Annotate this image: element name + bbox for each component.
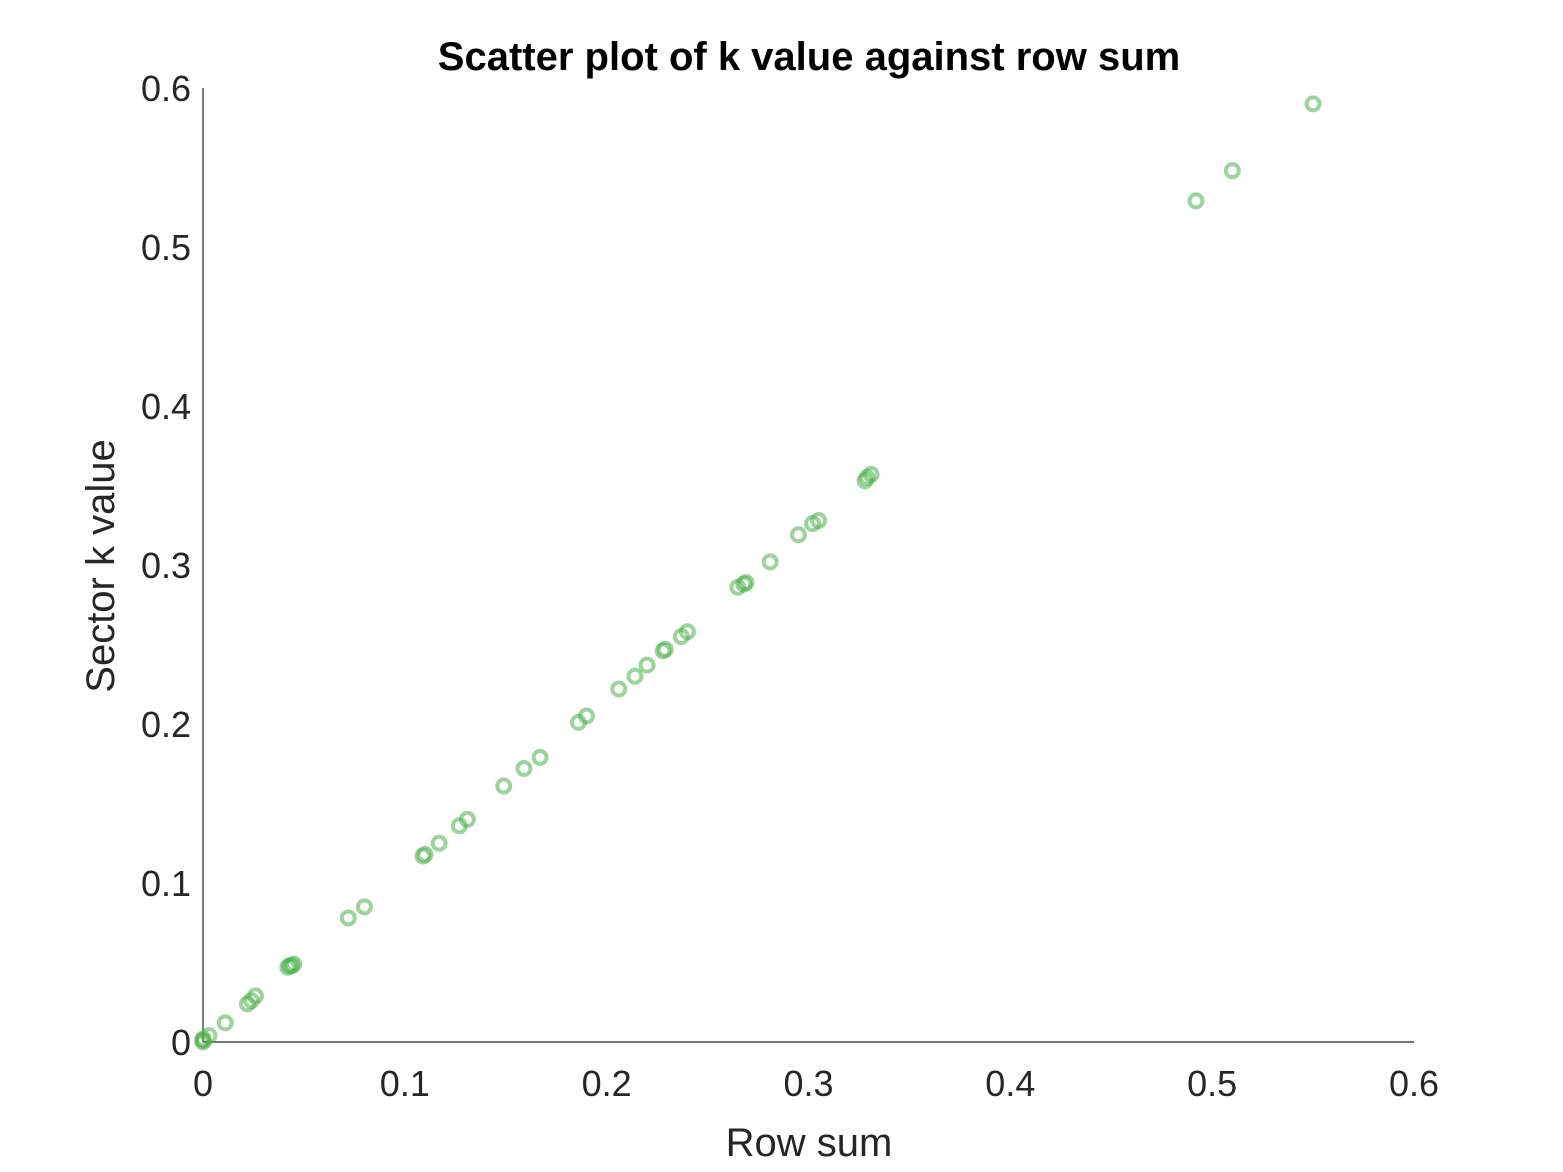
y-tick-label: 0.1 [141,863,191,904]
data-point [761,553,779,571]
y-tick-label: 0.4 [141,386,191,427]
data-point [416,845,434,863]
data-point [789,526,807,544]
y-tick-label: 0.5 [141,227,191,268]
data-point [430,834,448,852]
data-point [577,707,595,725]
x-tick-label: 0.2 [582,1063,632,1104]
data-point [638,656,656,674]
data-point [656,640,674,658]
data-points [194,95,1322,1051]
x-tick-label: 0.1 [380,1063,430,1104]
data-point [810,511,828,529]
data-point [737,573,755,591]
x-tick-label: 0 [193,1063,213,1104]
data-point [515,760,533,778]
data-point [1304,95,1322,113]
data-point [862,465,880,483]
x-tick-label: 0.4 [985,1063,1035,1104]
data-point [678,623,696,641]
x-axis-label: Row sum [726,1121,893,1165]
data-point [1187,192,1205,210]
y-tick-label: 0.3 [141,545,191,586]
chart-title: Scatter plot of k value against row sum [438,35,1180,79]
y-tick-label: 0.6 [141,68,191,109]
data-point [1223,162,1241,180]
x-tick-label: 0.5 [1187,1063,1237,1104]
x-tick-label: 0.6 [1389,1063,1439,1104]
data-point [531,748,549,766]
data-point [339,909,357,927]
data-point [610,680,628,698]
x-tick-labels: 0 0.1 0.2 0.3 0.4 0.5 0.6 [193,1063,1439,1104]
data-point [495,777,513,795]
data-point [285,955,303,973]
y-tick-labels: 0 0.1 0.2 0.3 0.4 0.5 0.6 [141,68,191,1063]
x-tick-label: 0.3 [783,1063,833,1104]
data-point [200,1027,218,1045]
y-axis-label: Sector k value [79,439,123,692]
data-point [458,810,476,828]
data-point [355,898,373,916]
data-point [626,667,644,685]
data-point [216,1014,234,1032]
data-point [246,987,264,1005]
y-tick-label: 0.2 [141,704,191,745]
y-tick-label: 0 [171,1022,191,1063]
